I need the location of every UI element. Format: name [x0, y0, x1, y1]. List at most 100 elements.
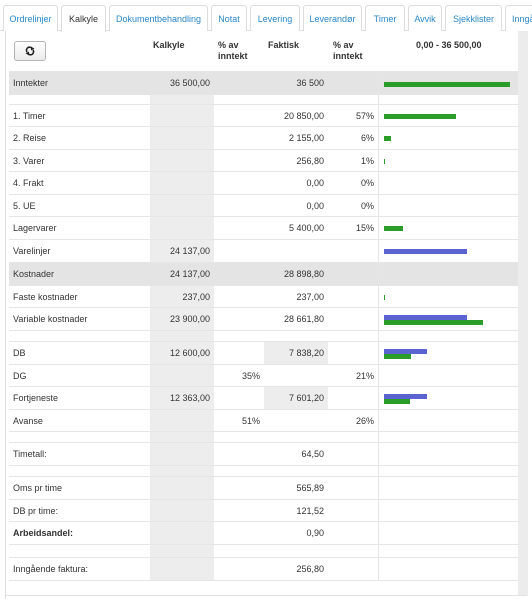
faktisk-value	[264, 410, 328, 431]
kalkyle-pct-value	[214, 217, 264, 239]
kalkyle-value	[150, 477, 214, 499]
green-bar	[384, 81, 510, 87]
bar-graph-cell	[378, 286, 518, 307]
faktisk-pct-value	[328, 443, 378, 465]
green-bar	[384, 398, 410, 404]
faktisk-pct-value: 6%	[360, 133, 374, 143]
faktisk-pct-value: 21%	[355, 370, 374, 381]
kalkyle-value	[150, 127, 214, 149]
faktisk-value	[264, 365, 328, 386]
scrollbar[interactable]	[518, 31, 528, 596]
tab-ordrelinjer[interactable]: Ordrelinjer	[3, 5, 58, 31]
kalkyle-pct-value	[214, 477, 264, 499]
blue-bar	[384, 348, 427, 354]
spacer-row	[9, 466, 518, 477]
bar-graph-cell	[378, 127, 518, 149]
bar-graph-cell	[378, 410, 518, 431]
table-row: DB 12 600,00 7 838,20	[9, 342, 518, 365]
tab-kalkyle[interactable]: Kalkyle	[61, 5, 106, 32]
kalkyle-value: 24 137,00	[169, 269, 210, 279]
kalkyle-value: 36 500,00	[169, 78, 210, 88]
bar-graph-cell	[378, 558, 518, 580]
tab-sjekklister[interactable]: Sjekklister	[445, 5, 502, 31]
kalkyle-pct-value	[214, 558, 264, 580]
table-row: Inntekter 36 500,00 36 500	[9, 71, 518, 95]
reset-button[interactable]	[14, 41, 46, 61]
bar-graph-cell	[378, 240, 518, 262]
blue-bar	[384, 249, 467, 254]
row-label: 4. Frakt	[13, 178, 44, 188]
faktisk-value: 28 661,80	[283, 314, 324, 324]
table-row: Lagervarer 5 400,00 15%	[9, 217, 518, 240]
faktisk-value: 0,90	[306, 528, 324, 538]
faktisk-pct-value: 26%	[355, 415, 374, 426]
kalkyle-value	[150, 217, 214, 239]
kalkyle-pct-value	[214, 500, 264, 521]
row-label: Fortjeneste	[13, 393, 59, 403]
kalkyle-value	[150, 443, 214, 465]
table-row: 3. Varer 256,80 1%	[9, 150, 518, 172]
bar-graph-cell	[378, 365, 518, 386]
faktisk-pct-value	[328, 72, 378, 94]
tab-dokumentbehandling[interactable]: Dokumentbehandling	[109, 5, 208, 31]
kalkyle-value	[150, 522, 214, 544]
faktisk-pct-value	[328, 558, 378, 580]
kalkyle-pct-value	[214, 172, 264, 194]
faktisk-pct-value: 0%	[360, 178, 374, 188]
table-row: Oms pr time 565,89	[9, 477, 518, 500]
kalkyle-value	[150, 410, 214, 431]
kalkyle-pct-value	[214, 387, 264, 409]
kalkyle-pct-value	[214, 443, 264, 465]
row-label: Timetall:	[13, 449, 47, 459]
kalkyle-value	[150, 105, 214, 126]
table-row: Fortjeneste 12 363,00 7 601,20	[9, 387, 518, 410]
bar-graph-cell	[378, 500, 518, 521]
kalkyle-pct-value	[214, 240, 264, 262]
table-row: 4. Frakt 0,00 0%	[9, 172, 518, 195]
row-label: 2. Reise	[13, 133, 47, 143]
kalkyle-panel: Kalkyle % av inntekt Faktisk % av inntek…	[5, 31, 532, 599]
blue-bar	[384, 393, 427, 399]
green-bar	[384, 294, 385, 300]
faktisk-pct-value	[328, 522, 378, 544]
kalkyle-pct-value	[214, 127, 264, 149]
spacer-row	[9, 545, 518, 558]
row-label: Kostnader	[13, 269, 55, 279]
bar-graph-cell	[378, 522, 518, 544]
faktisk-value: 7 601,20	[288, 393, 324, 403]
table-row: 5. UE 0,00 0%	[9, 195, 518, 217]
tab-avvik[interactable]: Avvik	[408, 5, 442, 31]
kalkyle-value: 237,00	[182, 291, 210, 302]
spacer-row	[9, 95, 518, 105]
faktisk-value: 5 400,00	[288, 223, 324, 233]
bar-graph-cell	[378, 477, 518, 499]
table-row: 2. Reise 2 155,00 6%	[9, 127, 518, 150]
kalkyle-pct-value: 51%	[241, 415, 260, 426]
col-header-faktisk-pct: % av inntekt	[333, 40, 363, 61]
kalkyle-value: 12 600,00	[169, 348, 210, 358]
bar-graph-cell	[378, 443, 518, 465]
kalkyle-value	[150, 150, 214, 171]
faktisk-value: 36 500	[296, 78, 324, 88]
tab-notat[interactable]: Notat	[211, 5, 247, 31]
green-bar	[384, 113, 456, 119]
bar-graph-cell	[378, 308, 518, 330]
table-row: Faste kostnader 237,00 237,00	[9, 286, 518, 308]
table-row: DG 35% 21%	[9, 365, 518, 387]
tab-timer[interactable]: Timer	[365, 5, 405, 31]
tab-levering[interactable]: Levering	[250, 5, 300, 31]
row-label: 3. Varer	[13, 155, 45, 166]
kalkyle-pct-value	[214, 195, 264, 216]
green-bar	[384, 353, 411, 359]
tab-inngaende[interactable]: Inngå	[505, 5, 532, 31]
tab-leverandor[interactable]: Leverandør	[303, 5, 362, 31]
kalkyle-pct-value	[214, 286, 264, 307]
faktisk-value: 64,50	[301, 449, 324, 459]
faktisk-value: 7 838,20	[288, 348, 324, 358]
faktisk-pct-value	[328, 240, 378, 262]
faktisk-value: 0,00	[306, 200, 324, 211]
row-label: Lagervarer	[13, 223, 57, 233]
kalkyle-pct-value	[214, 72, 264, 94]
kalkyle-value	[150, 195, 214, 216]
table-row: Varelinjer 24 137,00	[9, 240, 518, 263]
